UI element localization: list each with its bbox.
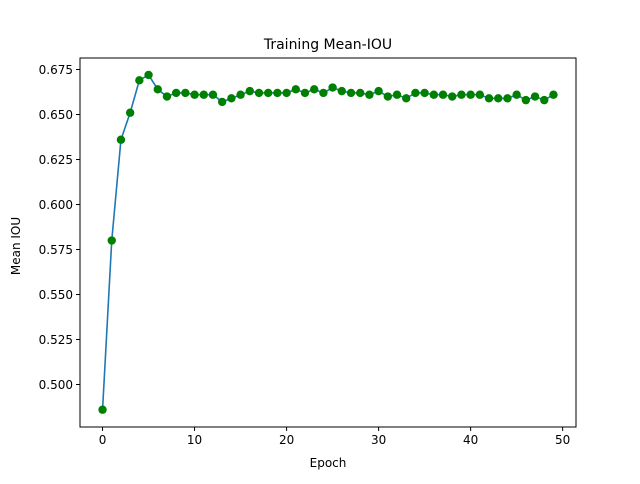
data-point bbox=[98, 405, 107, 414]
x-tick-label: 30 bbox=[371, 433, 386, 447]
data-point bbox=[217, 97, 227, 107]
data-point bbox=[227, 94, 236, 103]
data-point bbox=[356, 88, 365, 98]
data-point bbox=[540, 95, 549, 105]
data-point bbox=[254, 88, 264, 98]
data-point bbox=[263, 88, 273, 98]
data-point bbox=[549, 90, 558, 99]
data-point bbox=[282, 88, 291, 98]
data-point bbox=[438, 90, 448, 99]
y-axis-label: Mean IOU bbox=[9, 217, 23, 275]
data-point bbox=[144, 70, 153, 80]
data-point bbox=[300, 88, 310, 98]
data-point bbox=[494, 94, 503, 103]
data-point bbox=[521, 95, 531, 105]
data-point bbox=[429, 90, 439, 99]
y-tick-label: 0.600 bbox=[39, 198, 73, 212]
x-tick-label: 20 bbox=[279, 433, 294, 447]
axes-frame bbox=[79, 57, 577, 428]
data-point bbox=[448, 92, 457, 101]
y-tick-label: 0.675 bbox=[39, 63, 73, 77]
y-tick-label: 0.650 bbox=[39, 108, 73, 122]
data-point bbox=[245, 86, 254, 96]
data-point bbox=[319, 88, 328, 98]
chart-title: Training Mean-IOU bbox=[263, 37, 392, 53]
data-point bbox=[181, 88, 190, 98]
plot-area: 0 10 20 30 40 50 0.500 0.525 0.550 0.575 0.600 0.62… bbox=[39, 57, 577, 447]
data-point bbox=[135, 76, 144, 85]
y-tick-label: 0.575 bbox=[39, 243, 73, 257]
data-point bbox=[374, 86, 383, 96]
data-point bbox=[190, 90, 199, 99]
y-tick-label: 0.625 bbox=[39, 153, 73, 167]
data-point bbox=[457, 90, 466, 99]
data-point bbox=[337, 86, 346, 96]
data-point bbox=[171, 88, 181, 98]
data-point bbox=[512, 90, 521, 99]
data-point bbox=[199, 90, 208, 99]
data-point bbox=[153, 85, 162, 94]
data-point bbox=[466, 90, 475, 99]
series-line bbox=[101, 74, 555, 411]
data-point bbox=[411, 88, 420, 98]
data-point bbox=[310, 85, 319, 94]
x-tick-label: 50 bbox=[555, 433, 570, 447]
data-point bbox=[475, 90, 485, 99]
data-point bbox=[365, 90, 374, 99]
data-point bbox=[125, 108, 135, 117]
data-point bbox=[328, 83, 337, 92]
y-tick-label: 0.525 bbox=[39, 333, 73, 347]
data-point bbox=[383, 92, 393, 101]
x-tick-label: 10 bbox=[187, 433, 202, 447]
data-point bbox=[208, 90, 218, 99]
y-tick-label: 0.550 bbox=[39, 288, 73, 302]
data-point bbox=[503, 94, 512, 103]
data-point bbox=[346, 88, 356, 98]
data-point bbox=[291, 85, 300, 94]
data-point bbox=[402, 94, 411, 103]
data-point bbox=[484, 94, 494, 103]
x-tick-label: 0 bbox=[99, 433, 107, 447]
data-point bbox=[392, 90, 402, 99]
x-tick-label: 40 bbox=[463, 433, 478, 447]
data-point bbox=[236, 90, 245, 99]
data-point bbox=[530, 92, 540, 101]
data-point bbox=[107, 236, 116, 245]
data-point bbox=[162, 92, 172, 101]
data-point bbox=[273, 88, 282, 98]
data-point bbox=[116, 135, 126, 144]
x-axis-label: Epoch bbox=[310, 456, 347, 470]
data-point bbox=[420, 88, 429, 98]
y-tick-label: 0.500 bbox=[39, 378, 73, 392]
